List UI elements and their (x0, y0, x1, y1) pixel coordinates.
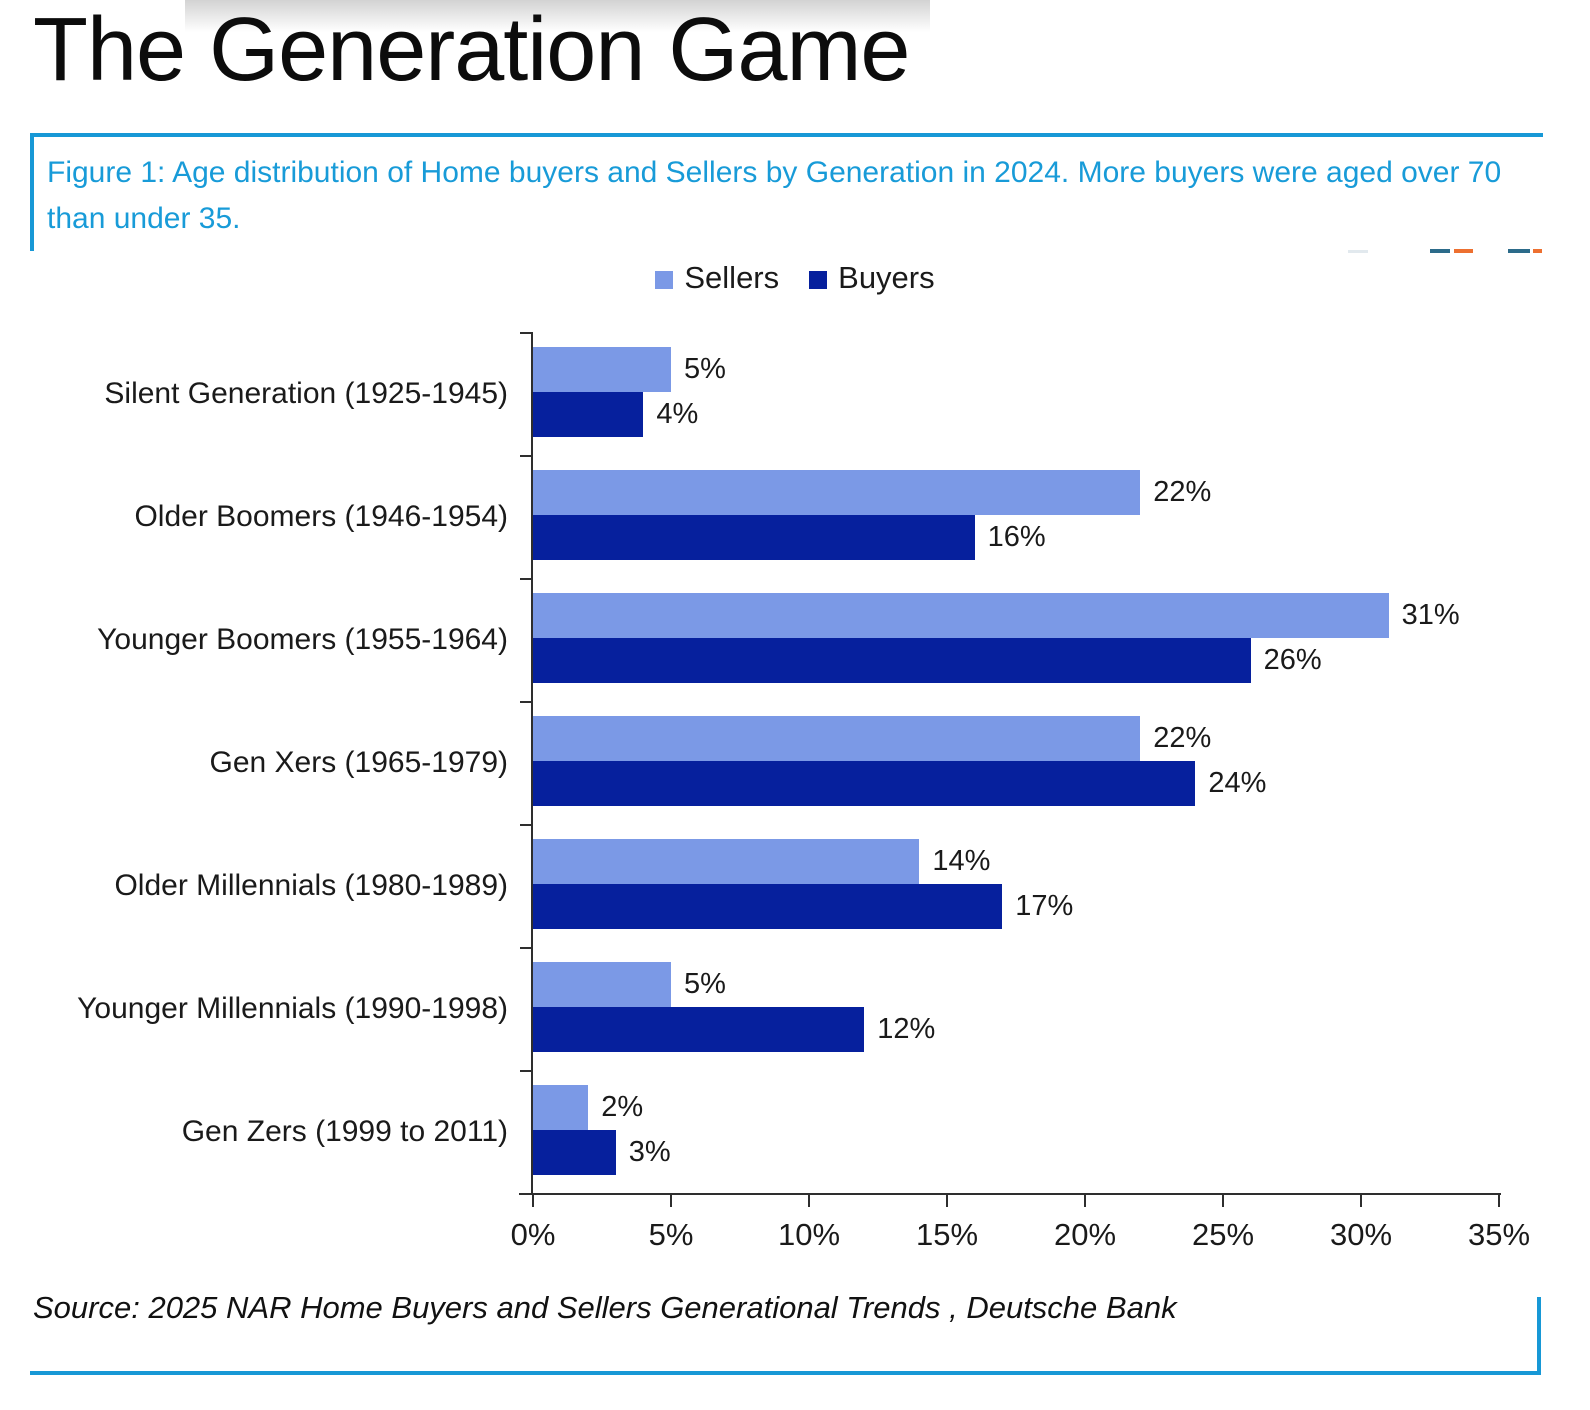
legend-swatch-icon (809, 270, 828, 289)
x-axis-tick (1222, 1195, 1224, 1207)
bar-value-label: 17% (1015, 890, 1074, 922)
bar-value-label: 14% (932, 845, 991, 877)
bar-value-label: 5% (684, 353, 726, 385)
bar-sellers (533, 347, 671, 392)
category-label: Younger Millennials (1990-1998) (77, 991, 508, 1025)
bar-value-label: 26% (1263, 644, 1322, 676)
bar-buyers (533, 761, 1196, 806)
x-axis-tick (946, 1195, 948, 1207)
bar-value-label: 16% (987, 521, 1046, 553)
artifact-dash-icon (1430, 249, 1450, 253)
x-axis-tick (1084, 1195, 1086, 1207)
y-axis-tick (520, 947, 532, 949)
figure-caption-box: Figure 1: Age distribution of Home buyer… (30, 133, 1543, 251)
x-axis-line (519, 1193, 1501, 1195)
bar-buyers (533, 1007, 865, 1052)
x-axis-tick-label: 20% (1053, 1217, 1117, 1252)
bar-value-label: 2% (601, 1091, 644, 1123)
bar-value-label: 5% (684, 968, 726, 1000)
category-label: Gen Xers (1965-1979) (209, 745, 508, 779)
x-axis-tick-label: 0% (510, 1217, 556, 1252)
bar-value-label: 12% (877, 1013, 936, 1045)
source-note: Source: 2025 NAR Home Buyers and Sellers… (33, 1290, 1177, 1325)
x-axis-tick-label: 35% (1467, 1217, 1531, 1252)
y-axis-tick (520, 455, 532, 457)
figure-bottom-border (30, 1371, 1541, 1375)
bar-buyers (533, 1130, 616, 1175)
category-label: Gen Zers (1999 to 2011) (181, 1114, 508, 1148)
bar-sellers (533, 1085, 589, 1130)
x-axis-tick-label: 25% (1191, 1217, 1255, 1252)
legend-label: Buyers (838, 260, 935, 295)
category-label: Older Boomers (1946-1954) (134, 499, 508, 533)
y-axis-line (531, 332, 533, 1193)
bar-value-label: 3% (628, 1136, 671, 1168)
chart-legend: Sellers Buyers (0, 260, 1590, 296)
category-label: Younger Boomers (1955-1964) (97, 622, 508, 656)
y-axis-tick (520, 578, 532, 580)
bar-value-label: 22% (1153, 476, 1212, 508)
x-axis-tick-label: 5% (648, 1217, 694, 1252)
page-title: The Generation Game (33, 0, 910, 100)
y-axis-tick (520, 1193, 532, 1195)
figure-caption: Figure 1: Age distribution of Home buyer… (47, 156, 1502, 235)
bar-value-label: 22% (1153, 722, 1212, 754)
legend-item-sellers: Sellers (655, 260, 779, 296)
artifact-dash-icon (1454, 249, 1473, 253)
artifact-dash-icon (1348, 250, 1368, 253)
x-axis-tick-label: 10% (777, 1217, 841, 1252)
x-axis-tick (808, 1195, 810, 1207)
artifact-dash-icon (1533, 249, 1542, 253)
x-axis-tick (670, 1195, 672, 1207)
legend-item-buyers: Buyers (809, 260, 935, 296)
bar-value-label: 31% (1401, 599, 1460, 631)
y-axis-tick (520, 824, 532, 826)
bar-sellers (533, 593, 1389, 638)
artifact-dash-icon (1508, 249, 1530, 253)
y-axis-tick (520, 1070, 532, 1072)
bar-sellers (533, 716, 1141, 761)
figure-right-border (1537, 1297, 1541, 1375)
category-label: Silent Generation (1925-1945) (104, 376, 508, 410)
x-axis-tick (1360, 1195, 1362, 1207)
bar-sellers (533, 470, 1141, 515)
y-axis-tick (520, 701, 532, 703)
bar-buyers (533, 638, 1251, 683)
x-axis-tick-label: 15% (915, 1217, 979, 1252)
bar-value-label: 4% (656, 398, 699, 430)
x-axis-tick (532, 1195, 534, 1207)
legend-label: Sellers (684, 260, 780, 295)
y-axis-tick (520, 332, 532, 334)
bar-value-label: 24% (1208, 767, 1267, 799)
bar-sellers (533, 839, 920, 884)
x-axis-tick-label: 30% (1329, 1217, 1393, 1252)
bar-buyers (533, 884, 1003, 929)
bar-sellers (533, 962, 671, 1007)
legend-swatch-icon (655, 270, 674, 289)
category-label: Older Millennials (1980-1989) (114, 868, 508, 902)
x-axis-tick (1498, 1195, 1500, 1207)
bar-buyers (533, 392, 644, 437)
bar-buyers (533, 515, 975, 560)
